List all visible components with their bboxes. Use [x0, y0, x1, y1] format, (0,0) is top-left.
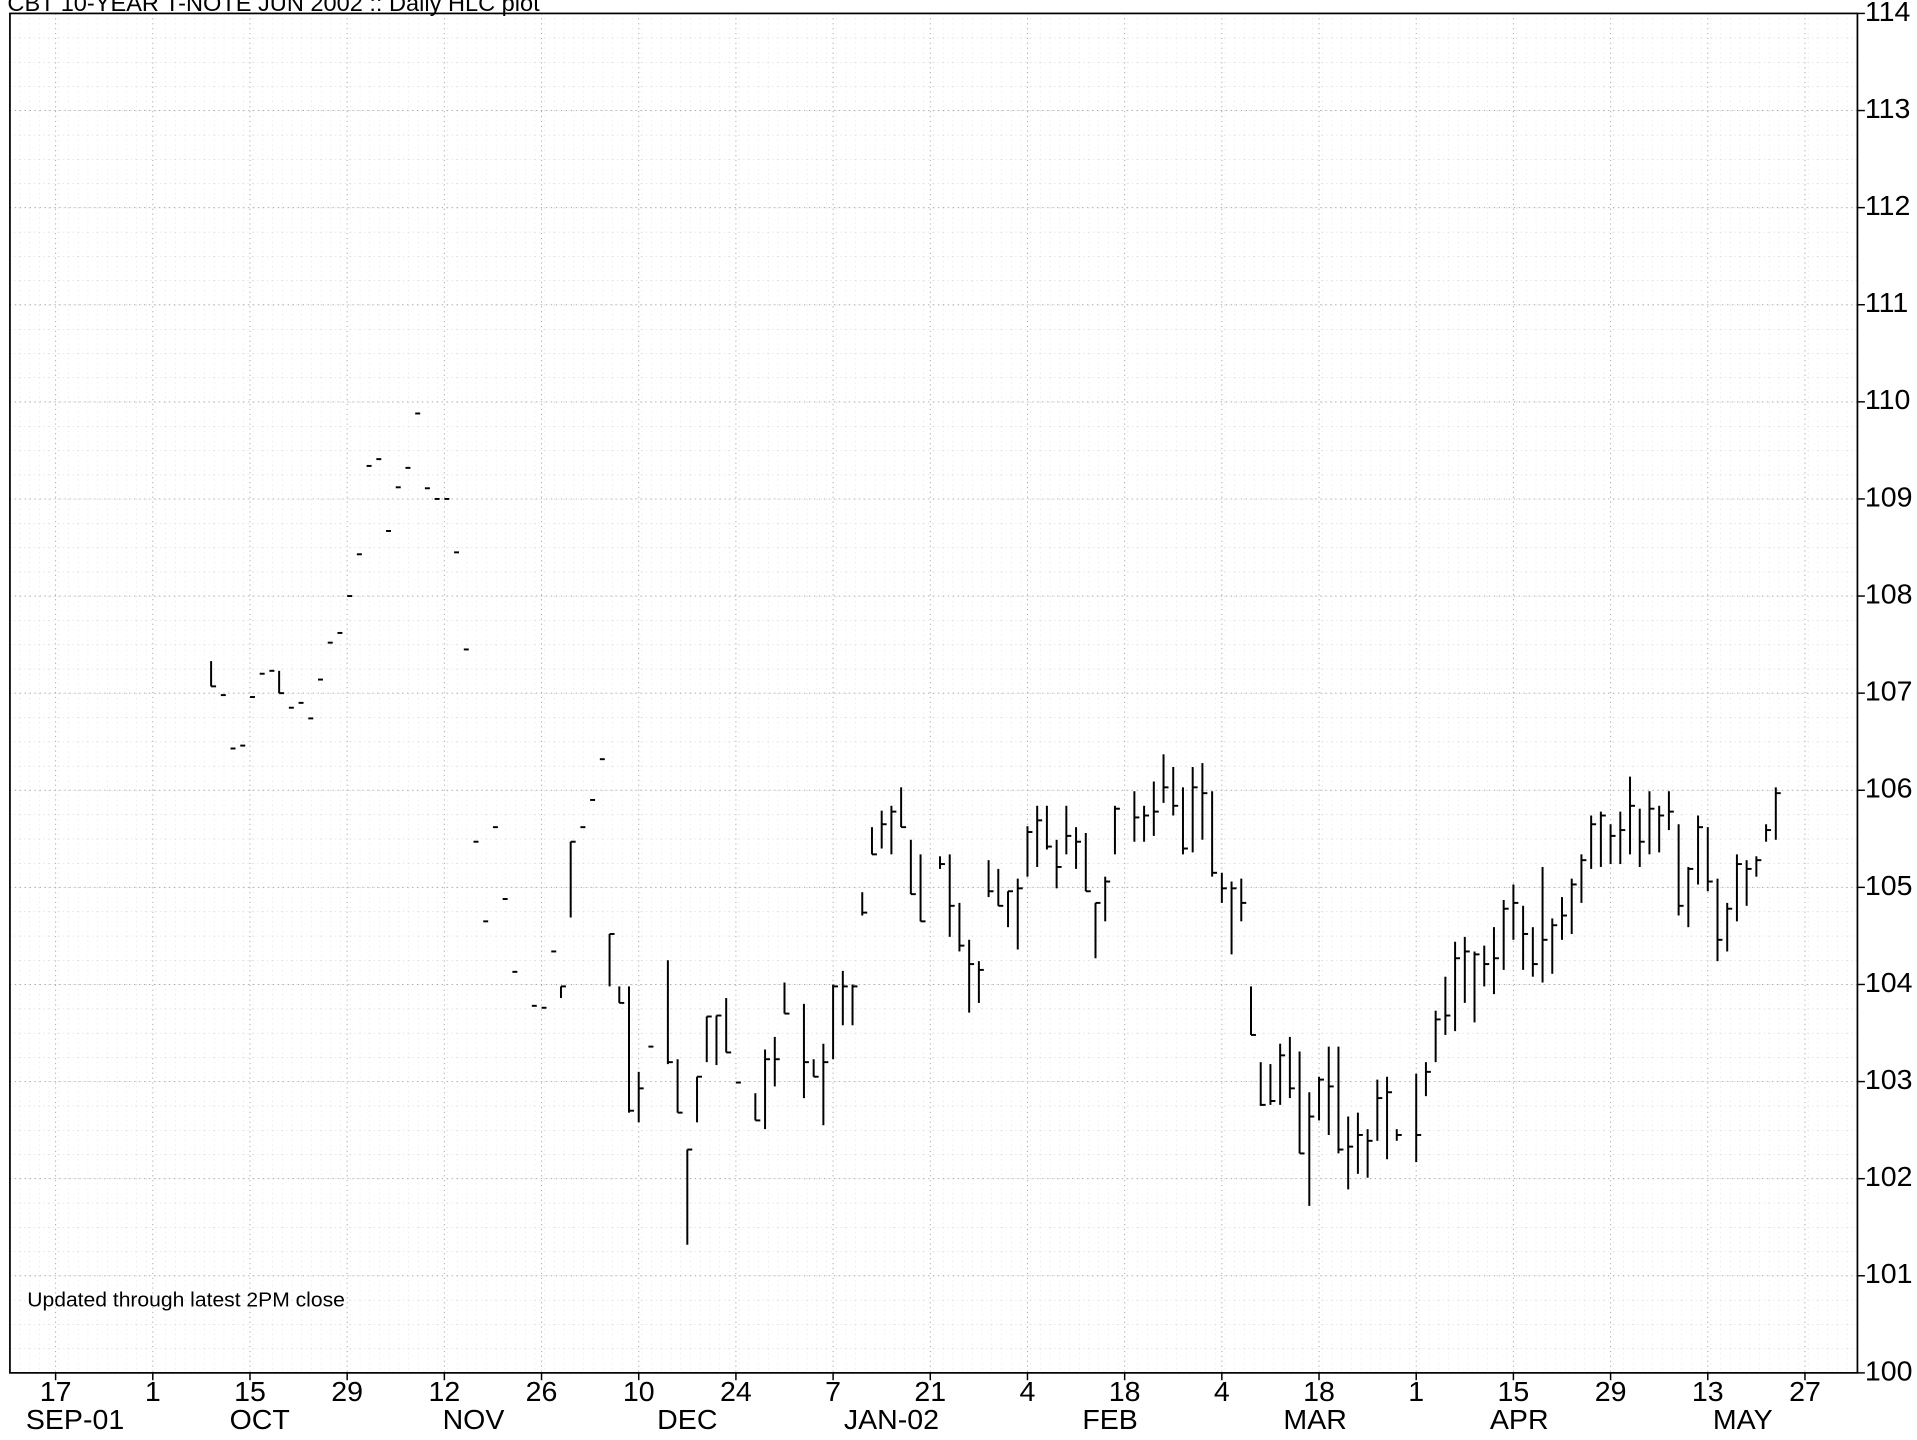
month-label: MAR [1283, 1403, 1346, 1435]
y-tick-label: 101 [1865, 1257, 1913, 1289]
month-label: APR [1490, 1403, 1549, 1435]
y-tick-label: 105 [1865, 869, 1913, 901]
y-tick-label: 103 [1865, 1063, 1913, 1095]
y-tick-label: 112 [1865, 189, 1910, 221]
month-label: DEC [657, 1403, 717, 1435]
x-tick-label: 12 [428, 1375, 460, 1407]
y-tick-label: 107 [1865, 675, 1913, 707]
month-label: NOV [443, 1403, 505, 1435]
x-tick-label: 4 [1214, 1375, 1230, 1407]
x-tick-label: 1 [1408, 1375, 1424, 1407]
y-tick-label: 110 [1865, 383, 1910, 415]
chart-title: CBT 10-YEAR T-NOTE JUN 2002 :: Daily HLC… [7, 0, 540, 16]
y-tick-label: 113 [1865, 92, 1910, 124]
month-label: FEB [1082, 1403, 1138, 1435]
x-tick-label: 18 [1109, 1375, 1141, 1407]
y-tick-label: 106 [1865, 772, 1913, 804]
y-tick-label: 102 [1865, 1160, 1913, 1192]
x-tick-label: 4 [1020, 1375, 1036, 1407]
y-tick-label: 100 [1865, 1355, 1913, 1387]
y-tick-label: 114 [1865, 0, 1910, 27]
month-label: JAN-02 [844, 1403, 939, 1435]
x-tick-label: 27 [1789, 1375, 1821, 1407]
x-tick-label: 21 [914, 1375, 946, 1407]
month-label: MAY [1713, 1403, 1773, 1435]
x-tick-label: 18 [1303, 1375, 1335, 1407]
y-tick-label: 111 [1865, 286, 1908, 318]
y-tick-label: 109 [1865, 481, 1913, 513]
y-tick-label: 104 [1865, 966, 1913, 998]
month-label: OCT [230, 1403, 290, 1435]
x-tick-label: 13 [1692, 1375, 1724, 1407]
month-label: SEP-01 [26, 1403, 124, 1435]
x-tick-label: 15 [234, 1375, 266, 1407]
plot-frame [9, 12, 1859, 1374]
annotation: Updated through latest 2PM close [27, 1289, 345, 1312]
x-tick-label: 17 [40, 1375, 72, 1407]
x-tick-label: 24 [720, 1375, 752, 1407]
x-tick-label: 29 [331, 1375, 363, 1407]
x-tick-label: 1 [145, 1375, 161, 1407]
x-tick-label: 15 [1498, 1375, 1530, 1407]
x-tick-label: 10 [623, 1375, 655, 1407]
x-tick-label: 7 [825, 1375, 841, 1407]
x-tick-label: 29 [1595, 1375, 1627, 1407]
x-tick-label: 26 [526, 1375, 558, 1407]
y-tick-label: 108 [1865, 578, 1913, 610]
